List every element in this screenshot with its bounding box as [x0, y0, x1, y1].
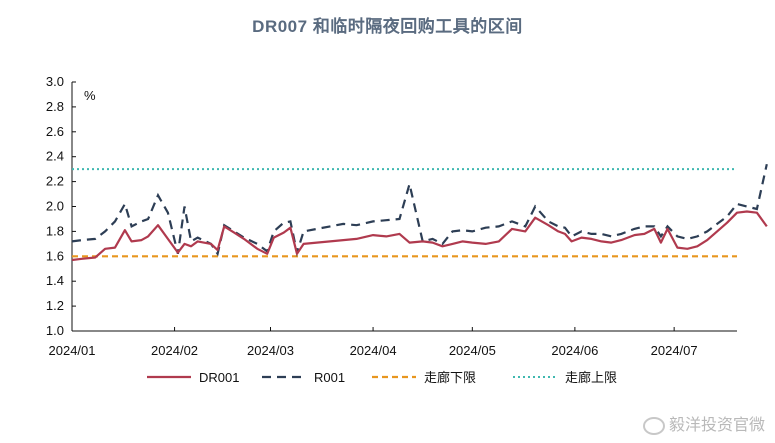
axes: 1.0 1.2 1.4 1.6 1.8 2.0 2.2 2.4 2.6 2.8 3.0% 2024/0…: [46, 74, 737, 358]
x-tick-label: 2024/07: [651, 343, 698, 358]
legend-label: 走廊下限: [424, 370, 476, 385]
x-tick-label: 2024/05: [449, 343, 496, 358]
legend-label: 走廊上限: [565, 370, 617, 385]
y-tick-label: 2.0: [46, 199, 64, 214]
y-tick-label: 3.0: [46, 74, 64, 89]
watermark: 毅洋投资官微: [642, 411, 765, 435]
y-tick-label: 2.8: [46, 99, 64, 114]
legend-label: DR001: [199, 370, 239, 385]
y-tick-label: 1.6: [46, 248, 64, 263]
y-tick-label: 2.2: [46, 174, 64, 189]
x-tick-label: 2024/02: [151, 343, 198, 358]
y-tick-label: 1.0: [46, 323, 64, 338]
series-line-dr001: [71, 210, 768, 262]
legend-label: R001: [314, 370, 345, 385]
legend: DR001 R001 走廊下限 走廊上限: [147, 370, 617, 385]
y-unit-label: %: [84, 88, 96, 103]
chart-title: DR007 和临时隔夜回购工具的区间: [252, 17, 523, 36]
watermark-text: 毅洋投资官微: [668, 415, 765, 434]
y-tick-label: 2.6: [46, 124, 64, 139]
x-tick-label: 2024/03: [247, 343, 294, 358]
x-tick-label: 2024/01: [49, 343, 96, 358]
y-tick-label: 1.2: [46, 298, 64, 313]
weibo-icon: [642, 416, 665, 435]
y-tick-label: 2.4: [46, 149, 64, 164]
x-tick-label: 2024/06: [551, 343, 598, 358]
series-layer: [71, 163, 768, 262]
y-tick-label: 1.8: [46, 223, 64, 238]
x-tick-label: 2024/04: [350, 343, 397, 358]
y-tick-label: 1.4: [46, 273, 64, 288]
